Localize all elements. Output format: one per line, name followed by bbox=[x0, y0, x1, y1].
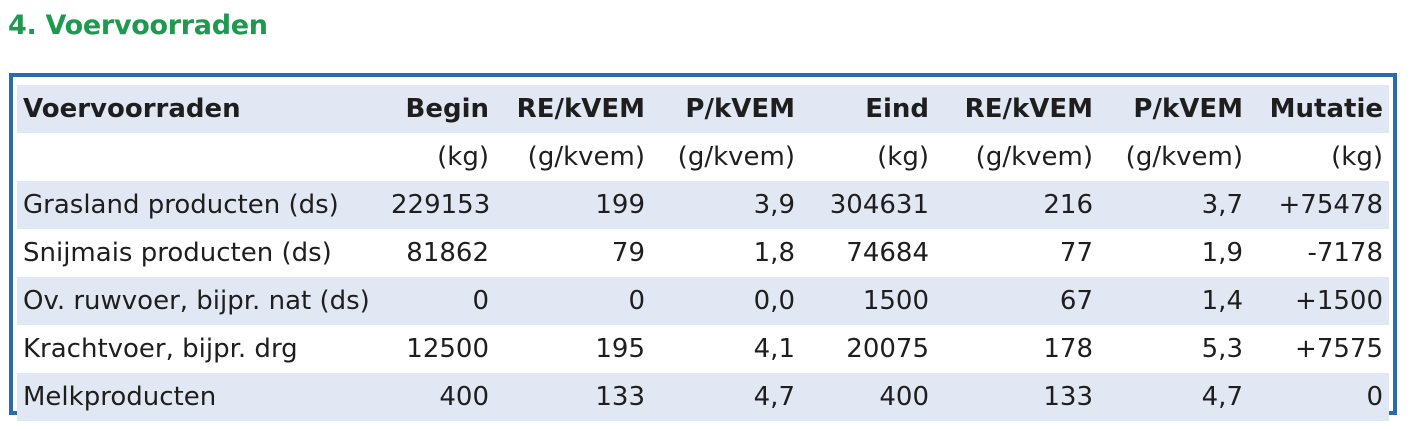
units-cell: (g/kvem) bbox=[677, 142, 795, 172]
units-cell: (g/kvem) bbox=[975, 142, 1093, 172]
section-title: 4. Voervoorraden bbox=[8, 10, 268, 41]
units-cell: (kg) bbox=[1331, 142, 1383, 172]
table-cell: 216 bbox=[935, 181, 1099, 229]
header-cell-voervoorraden: Voervoorraden bbox=[17, 85, 385, 133]
table-cell: 4,1 bbox=[753, 334, 795, 364]
header-cell-begin-p: P/kVEM bbox=[651, 85, 801, 133]
header-cell-eind-p: P/kVEM bbox=[1099, 85, 1249, 133]
table-cell: +1500 bbox=[1249, 277, 1389, 325]
table-cell: 199 bbox=[495, 181, 651, 229]
table-cell: 4,7 bbox=[1099, 373, 1249, 421]
table-row: Grasland producten (ds) 229153 199 3,9 3… bbox=[17, 181, 1389, 229]
table-cell: 133 bbox=[935, 373, 1099, 421]
units-cell: (kg) bbox=[437, 142, 489, 172]
table-cell: 0,0 bbox=[651, 277, 801, 325]
units-cell: (g/kvem) bbox=[527, 142, 645, 172]
table-cell: Grasland producten (ds) bbox=[17, 181, 385, 229]
table-cell: 1,9 bbox=[1201, 238, 1243, 268]
table-row: Snijmais producten (ds) 81862 79 1,8 746… bbox=[17, 229, 1389, 277]
table-cell: -7178 bbox=[1307, 238, 1383, 268]
table-row: Melkproducten 400 133 4,7 400 133 4,7 0 bbox=[17, 373, 1389, 421]
table-cell: 74684 bbox=[846, 238, 929, 268]
table-cell: 304631 bbox=[801, 181, 935, 229]
table-cell: Melkproducten bbox=[17, 373, 385, 421]
table-cell: 5,3 bbox=[1201, 334, 1243, 364]
table-cell: Snijmais producten (ds) bbox=[23, 238, 332, 268]
table-header-row: Voervoorraden Begin RE/kVEM P/kVEM Eind … bbox=[17, 85, 1389, 133]
table-cell: 0 bbox=[1249, 373, 1389, 421]
units-cell bbox=[17, 133, 385, 181]
header-cell-eind-re: RE/kVEM bbox=[935, 85, 1099, 133]
table-cell: 178 bbox=[1043, 334, 1093, 364]
table-cell: +7575 bbox=[1295, 334, 1383, 364]
header-cell-mutatie: Mutatie bbox=[1249, 85, 1389, 133]
table-cell: 67 bbox=[935, 277, 1099, 325]
table-cell: 4,7 bbox=[651, 373, 801, 421]
table-cell: 229153 bbox=[385, 181, 495, 229]
table-cell: 77 bbox=[1059, 238, 1093, 268]
table-cell: 1,4 bbox=[1099, 277, 1249, 325]
table-cell: 81862 bbox=[406, 238, 489, 268]
table-cell: 400 bbox=[385, 373, 495, 421]
voervoorraden-table: Voervoorraden Begin RE/kVEM P/kVEM Eind … bbox=[17, 85, 1389, 421]
table-cell: 0 bbox=[385, 277, 495, 325]
table-cell: Krachtvoer, bijpr. drg bbox=[23, 334, 298, 364]
table-cell: 1,8 bbox=[753, 238, 795, 268]
voervoorraden-table-frame: Voervoorraden Begin RE/kVEM P/kVEM Eind … bbox=[9, 73, 1397, 421]
table-cell: 12500 bbox=[406, 334, 489, 364]
table-cell: 79 bbox=[611, 238, 645, 268]
table-units-row: (kg) (g/kvem) (g/kvem) (kg) (g/kvem) (g/… bbox=[17, 133, 1389, 181]
header-cell-begin: Begin bbox=[385, 85, 495, 133]
units-cell: (kg) bbox=[877, 142, 929, 172]
table-cell: +75478 bbox=[1249, 181, 1389, 229]
table-row: Krachtvoer, bijpr. drg 12500 195 4,1 200… bbox=[17, 325, 1389, 373]
units-cell: (g/kvem) bbox=[1125, 142, 1243, 172]
table-cell: 20075 bbox=[846, 334, 929, 364]
header-cell-eind: Eind bbox=[801, 85, 935, 133]
table-cell: 195 bbox=[595, 334, 645, 364]
table-cell: 133 bbox=[495, 373, 651, 421]
table-row: Ov. ruwvoer, bijpr. nat (ds) 0 0 0,0 150… bbox=[17, 277, 1389, 325]
header-cell-begin-re: RE/kVEM bbox=[495, 85, 651, 133]
table-cell: 3,7 bbox=[1099, 181, 1249, 229]
table-cell: 400 bbox=[801, 373, 935, 421]
table-cell: 1500 bbox=[801, 277, 935, 325]
table-cell: 3,9 bbox=[651, 181, 801, 229]
table-cell: 0 bbox=[495, 277, 651, 325]
table-cell: Ov. ruwvoer, bijpr. nat (ds) bbox=[17, 277, 385, 325]
